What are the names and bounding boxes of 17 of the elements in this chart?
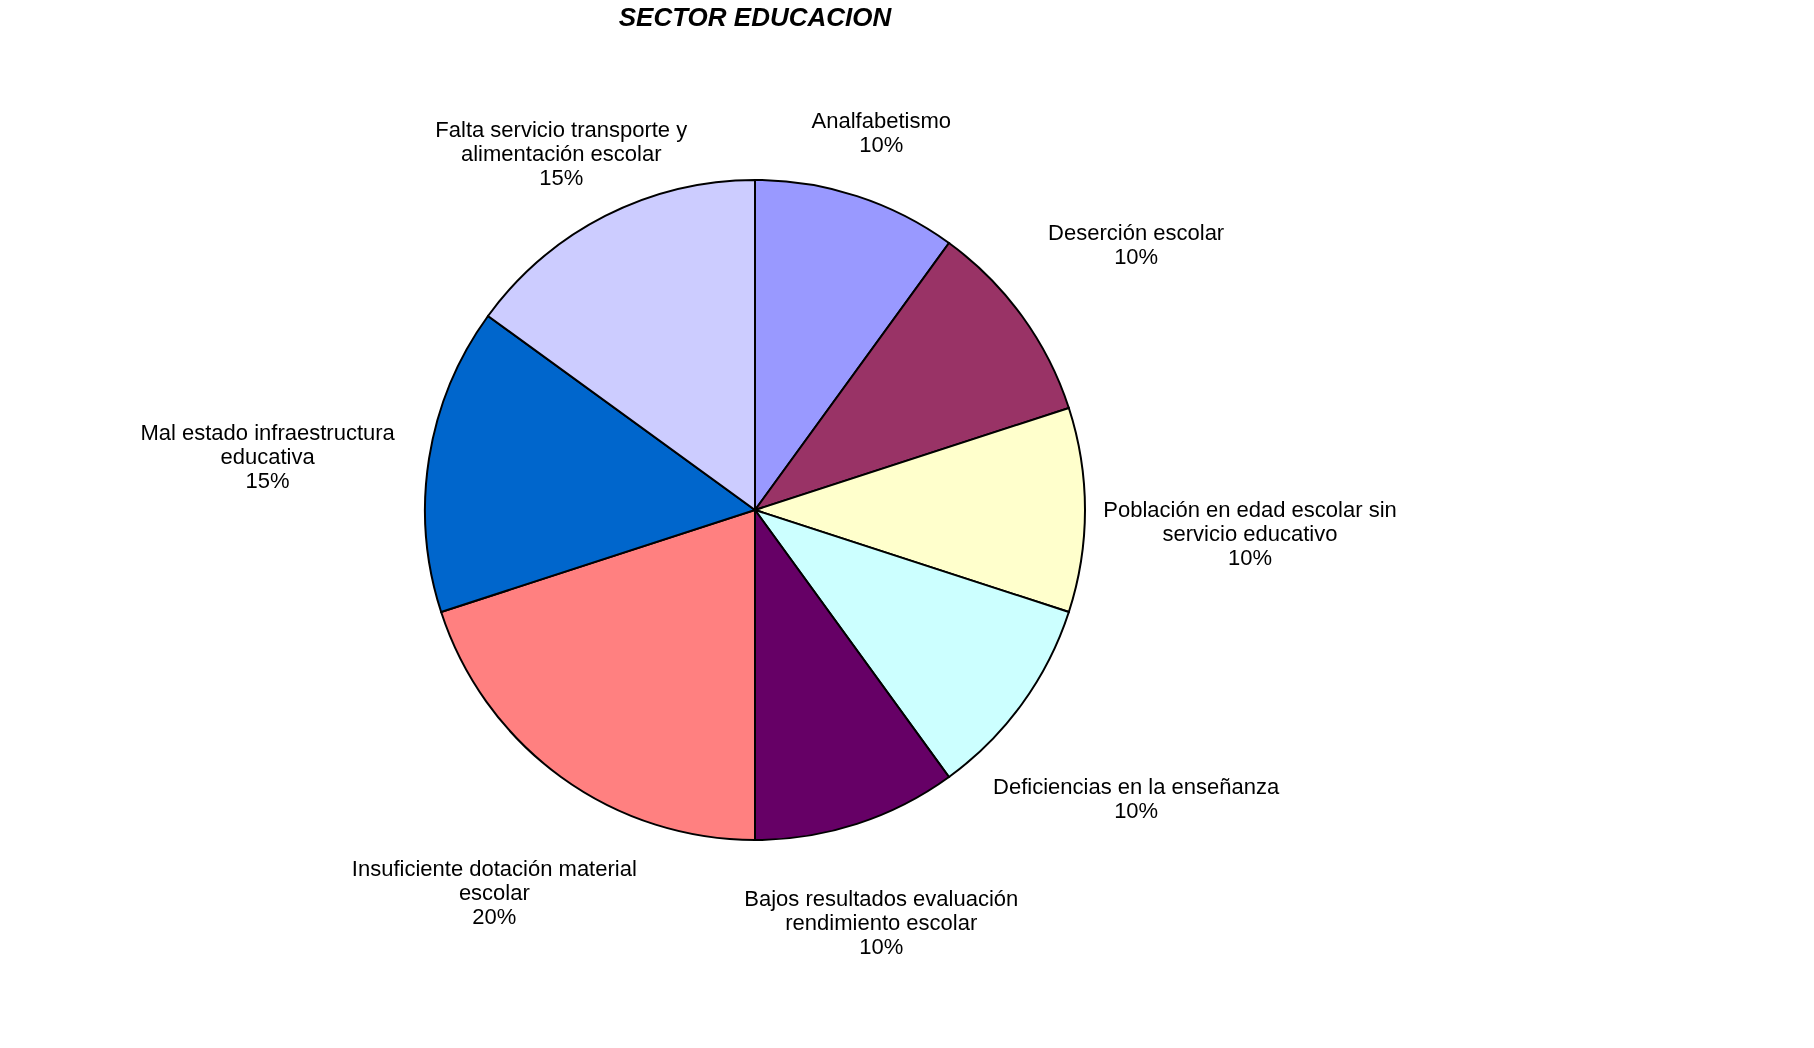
slice-label: Deserción escolar	[1048, 220, 1225, 246]
slice-label: Insuficiente dotación material escolar	[351, 855, 637, 905]
slice-label: Bajos resultados evaluación rendimiento escolar	[744, 885, 1019, 935]
data-label: 10%	[1227, 545, 1273, 570]
data-label: 15%	[245, 467, 290, 493]
chart-title: SECTOR EDUCACION	[618, 2, 893, 32]
data-label: 10%	[1114, 797, 1159, 823]
data-label: 10%	[1114, 244, 1159, 270]
slice-label: Analfabetismo	[811, 108, 951, 134]
slice-label: Deficiencias en la enseñanza	[993, 773, 1280, 799]
slice-label: Mal estado infraestructura educativa	[140, 419, 396, 469]
data-label: 10%	[859, 132, 904, 158]
data-label: 15%	[539, 164, 584, 190]
slice-label: Población en edad escolar sin servicio educativo	[1103, 497, 1397, 546]
slice-label: Falta servicio transporte y alimentación escolar	[435, 116, 688, 166]
data-label: 20%	[472, 903, 517, 929]
data-label: 10%	[859, 933, 904, 959]
